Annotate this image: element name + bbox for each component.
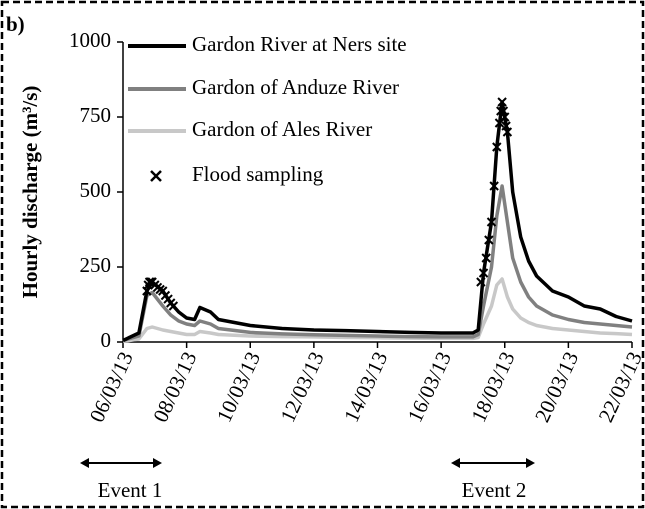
event-2-arrow	[451, 458, 535, 468]
y-tick-label: 750	[80, 103, 112, 127]
panel-label: b)	[6, 12, 25, 36]
x-tick-label: 14/03/13	[339, 348, 392, 426]
y-tick-label: 1000	[69, 28, 111, 52]
flood-sample	[492, 142, 502, 152]
x-tick-label: 12/03/13	[275, 348, 328, 426]
series-line	[122, 100, 633, 343]
flood-sample	[481, 253, 491, 263]
event-1-arrow	[80, 458, 162, 468]
x-tick-label: 18/03/13	[466, 348, 519, 426]
flood-sample	[478, 268, 489, 278]
flood-sample	[168, 301, 179, 311]
x-tick-label: 16/03/13	[403, 348, 456, 426]
legend-label: Gardon of Ales River	[192, 117, 372, 141]
x-tick-label: 20/03/13	[530, 348, 583, 426]
legend-label: Flood sampling	[192, 162, 324, 186]
flood-sample	[476, 277, 486, 287]
x-tick-label: 22/03/13	[594, 348, 645, 426]
legend-label: Gardon of Anduze River	[192, 75, 399, 99]
x-tick-label: 08/03/13	[148, 348, 201, 426]
legend-label: Gardon River at Ners site	[192, 32, 407, 56]
x-tick-label: 06/03/13	[85, 348, 138, 426]
series-line	[122, 184, 633, 343]
flood-sample	[497, 97, 507, 107]
y-axis-title: Hourly discharge (m³/s)	[18, 86, 42, 299]
flood-sample	[500, 112, 510, 122]
x-tick-label: 10/03/13	[212, 348, 265, 426]
y-tick-label: 250	[80, 253, 112, 277]
flood-sample	[158, 286, 168, 296]
legend-marker	[150, 170, 162, 182]
annotation: Event 1	[98, 478, 163, 502]
y-tick-label: 0	[101, 328, 112, 352]
y-tick-label: 500	[80, 178, 112, 202]
flood-sample	[486, 217, 497, 227]
flood-sample	[502, 127, 513, 137]
flood-sample	[484, 235, 494, 245]
flood-sample	[489, 181, 499, 191]
annotation: Event 2	[462, 478, 527, 502]
flood-sample	[496, 106, 506, 116]
